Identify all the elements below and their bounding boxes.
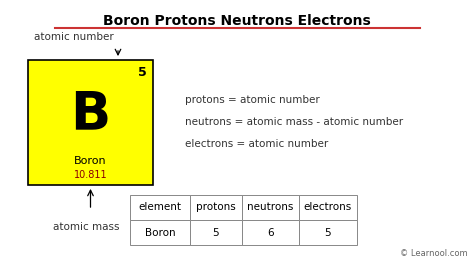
Text: 5: 5 <box>138 66 147 79</box>
Text: electrons = atomic number: electrons = atomic number <box>185 139 328 149</box>
Text: B: B <box>70 89 110 140</box>
Text: Boron Protons Neutrons Electrons: Boron Protons Neutrons Electrons <box>103 14 371 28</box>
Text: Boron: Boron <box>145 227 175 238</box>
Bar <box>299 220 357 245</box>
Bar <box>242 195 299 220</box>
Text: protons: protons <box>196 202 236 213</box>
Text: 10.811: 10.811 <box>73 170 107 180</box>
Bar <box>28 60 153 185</box>
Text: neutrons: neutrons <box>247 202 294 213</box>
Text: 6: 6 <box>267 227 274 238</box>
Text: atomic mass: atomic mass <box>53 222 120 232</box>
Text: neutrons = atomic mass - atomic number: neutrons = atomic mass - atomic number <box>185 117 403 127</box>
Text: atomic number: atomic number <box>34 32 114 42</box>
Bar <box>190 220 242 245</box>
Bar <box>130 220 190 245</box>
Text: protons = atomic number: protons = atomic number <box>185 95 320 105</box>
Bar <box>299 195 357 220</box>
Text: electrons: electrons <box>304 202 352 213</box>
Text: © Learnool.com: © Learnool.com <box>401 249 468 258</box>
Bar <box>130 195 190 220</box>
Text: 5: 5 <box>325 227 331 238</box>
Text: 5: 5 <box>213 227 219 238</box>
Bar <box>190 195 242 220</box>
Text: element: element <box>138 202 182 213</box>
Bar <box>242 220 299 245</box>
Text: Boron: Boron <box>74 156 107 166</box>
